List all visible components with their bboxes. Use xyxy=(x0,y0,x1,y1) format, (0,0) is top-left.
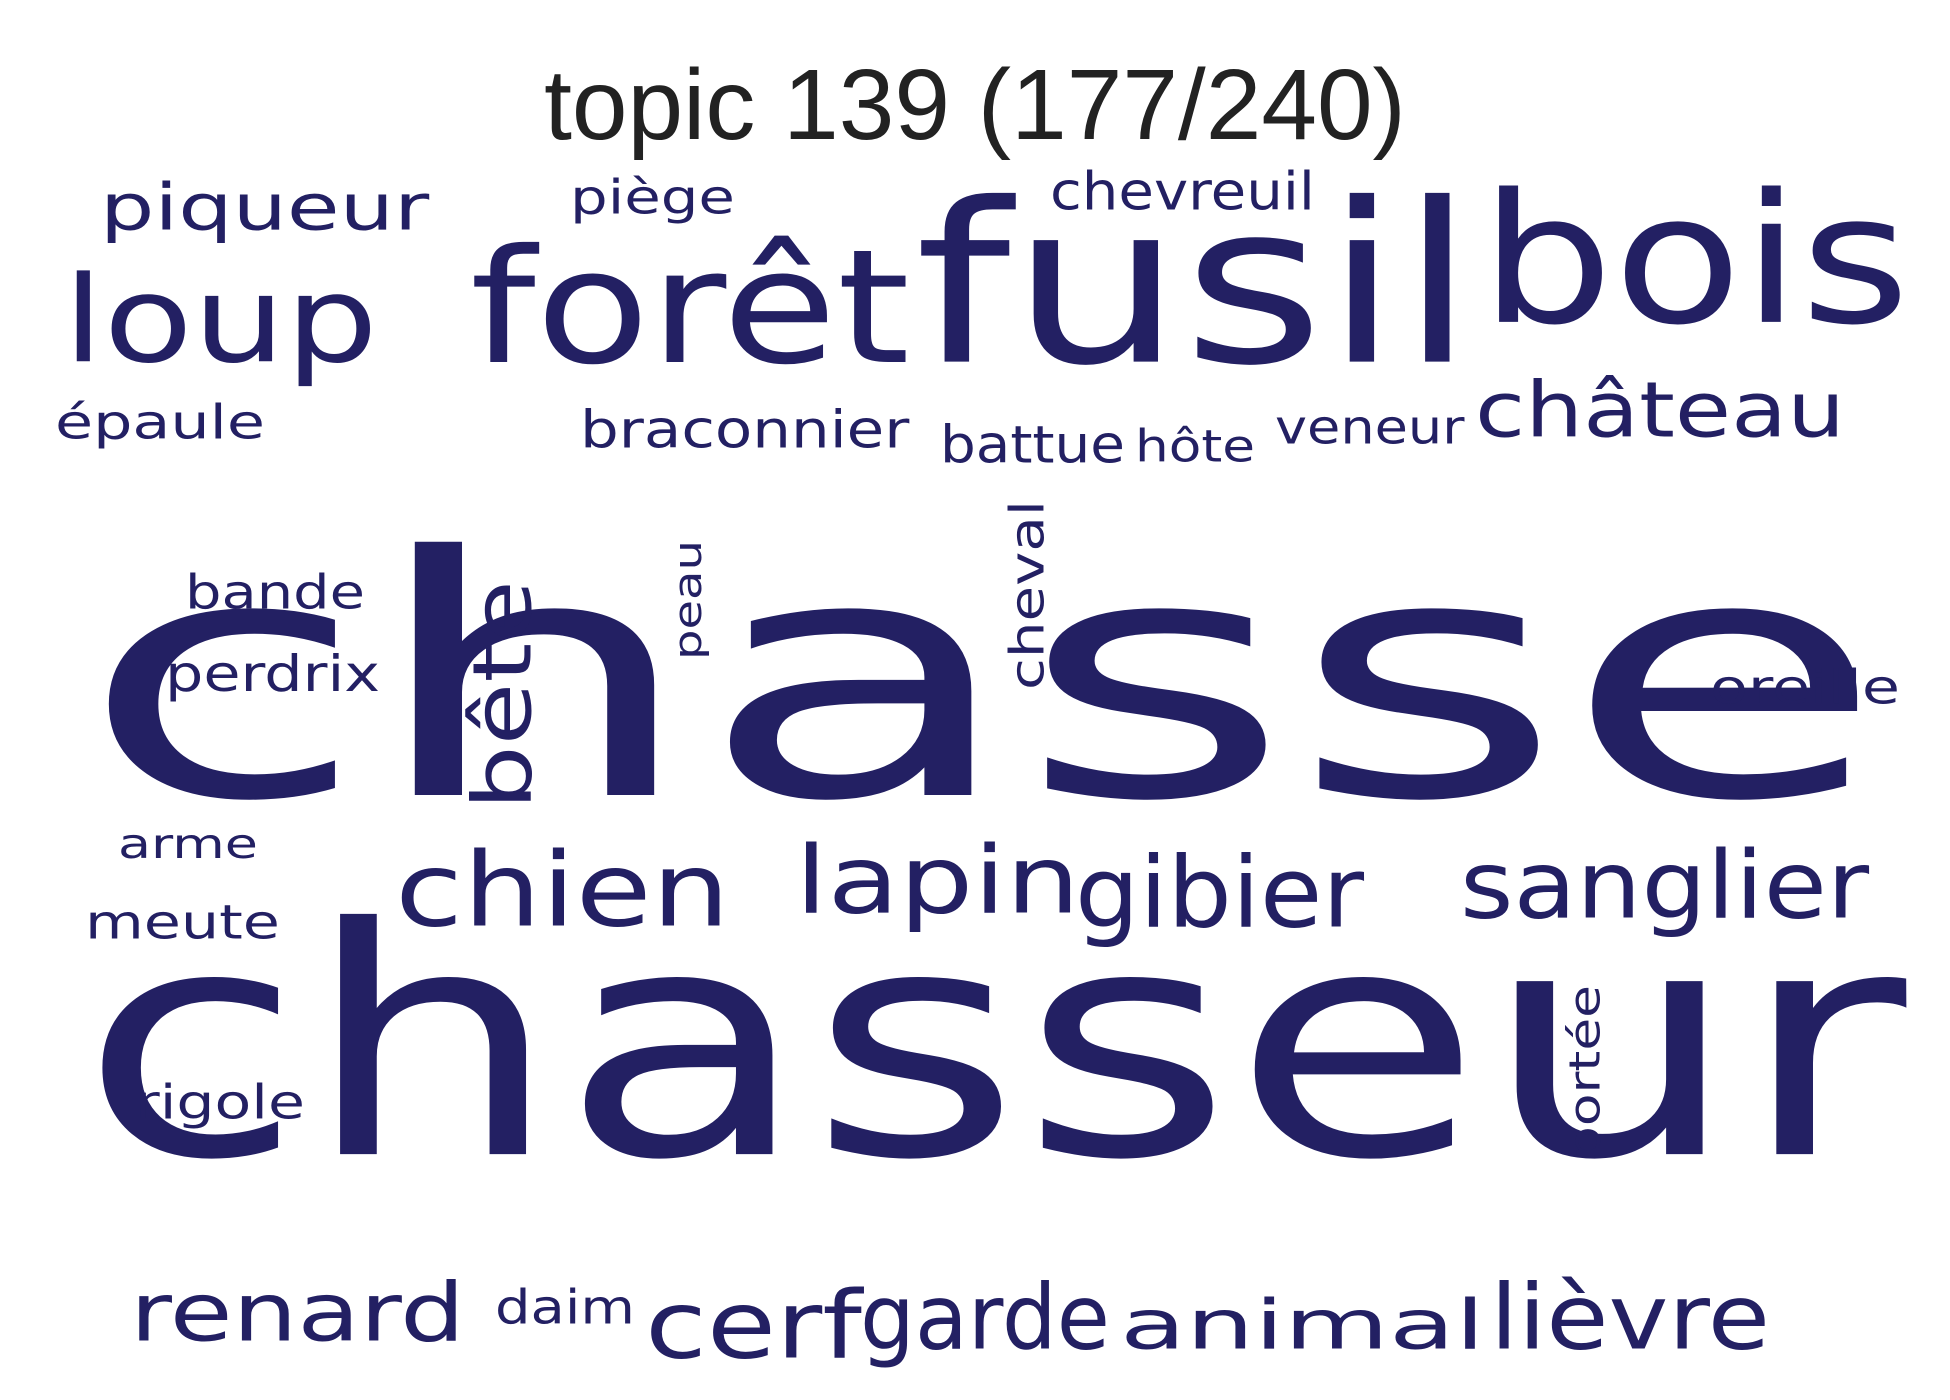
word-piège: piège xyxy=(570,170,735,225)
word-garde: garde xyxy=(860,1265,1110,1370)
word-chevreuil: chevreuil xyxy=(1050,161,1315,222)
word-épaule: épaule xyxy=(55,395,265,450)
word-cerf: cerf xyxy=(645,1271,865,1380)
word-loup: loup xyxy=(63,251,378,390)
word-chien: chien xyxy=(395,831,730,950)
word-bande: bande xyxy=(185,566,365,621)
word-château: château xyxy=(1475,365,1845,454)
word-chasse: chasse xyxy=(80,486,1885,874)
word-lapin: lapin xyxy=(795,826,1080,935)
word-lièvre: lièvre xyxy=(1490,1265,1770,1370)
word-peau: peau xyxy=(666,540,710,660)
word-sanglier: sanglier xyxy=(1460,831,1870,940)
word-hôte: hôte xyxy=(1135,420,1255,473)
word-battue: battue xyxy=(940,415,1125,475)
word-oreille: oreille xyxy=(1710,660,1900,715)
word-arme: arme xyxy=(118,821,258,868)
word-chasseur: chasseur xyxy=(80,860,1911,1228)
word-animal: animal xyxy=(1120,1286,1485,1366)
word-braconnier: braconnier xyxy=(580,401,910,460)
word-cheval: cheval xyxy=(1001,500,1055,690)
word-gibier: gibier xyxy=(1075,835,1365,950)
word-daim: daim xyxy=(495,1281,635,1336)
word-bois: bois xyxy=(1480,157,1910,365)
chart-title: topic 139 (177/240) xyxy=(544,49,1406,161)
word-piqueur: piqueur xyxy=(100,170,430,245)
word-forêt: forêt xyxy=(470,216,910,400)
word-veneur: veneur xyxy=(1275,400,1465,455)
word-meute: meute xyxy=(85,895,280,950)
word-bête: bête xyxy=(455,580,550,810)
word-portée: portée xyxy=(1561,985,1611,1160)
word-perdrix: perdrix xyxy=(165,646,380,703)
word-rigole: rigole xyxy=(135,1075,305,1130)
word-fusil: fusil xyxy=(915,156,1475,415)
word-renard: renard xyxy=(130,1265,465,1360)
